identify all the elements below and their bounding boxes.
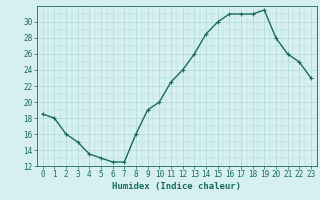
X-axis label: Humidex (Indice chaleur): Humidex (Indice chaleur) <box>112 182 241 191</box>
